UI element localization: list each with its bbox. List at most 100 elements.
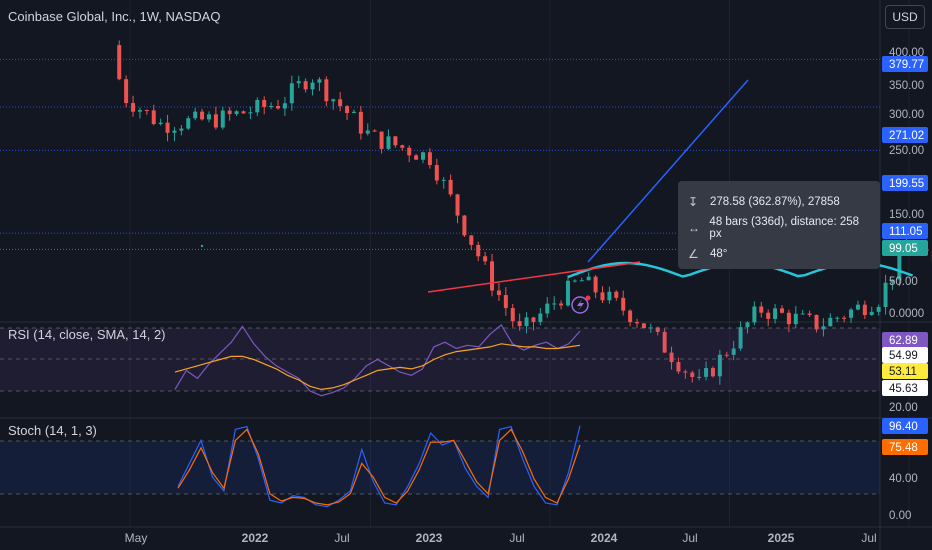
alert-dot	[585, 295, 591, 301]
angle-icon: ∠	[688, 247, 699, 261]
candle-body-34	[351, 111, 356, 113]
candle-body-9	[179, 128, 184, 131]
rsi-pane	[0, 323, 880, 397]
candle-body-28	[310, 82, 315, 90]
candle-body-100	[807, 313, 812, 315]
candle-body-21	[262, 99, 267, 107]
candle-body-86	[710, 368, 715, 377]
candle-body-65	[565, 280, 570, 306]
stoch-label-0: 96.40	[889, 421, 918, 433]
candle-body-26	[296, 81, 301, 84]
rsi-label-box-2	[882, 363, 928, 379]
candle-body-110	[876, 307, 881, 312]
candle-body-33	[345, 106, 350, 113]
candle-body-52	[476, 244, 481, 257]
candle-body-83	[690, 372, 695, 378]
candle-body-48	[448, 179, 453, 195]
candle-body-31	[331, 99, 336, 102]
price-label-1: 271.02	[889, 130, 924, 142]
rsi-line	[174, 323, 581, 397]
candle-body-37	[372, 130, 377, 132]
candle-body-60	[531, 317, 536, 322]
candle-body-95	[773, 308, 778, 319]
candle-body-73	[621, 297, 626, 311]
candle-body-1	[124, 79, 129, 104]
stoch-band	[0, 441, 880, 494]
candle-body-7	[165, 122, 170, 133]
time-tick-1: 2022	[242, 531, 269, 545]
candle-body-108	[862, 304, 867, 316]
price-label-box-1	[882, 127, 928, 143]
candle-body-12	[200, 111, 205, 120]
symbol-title: Coinbase Global, Inc., 1W, NASDAQ	[8, 9, 221, 24]
candle-body-22	[269, 105, 274, 107]
stoch-pane	[0, 425, 880, 508]
rsi-label-box-0	[882, 332, 928, 348]
price-candles	[117, 40, 932, 385]
candle-body-61	[538, 313, 543, 322]
candle-body-44	[420, 152, 425, 160]
tooltip-row-price: ↧ 278.58 (362.87%), 27858	[688, 189, 870, 215]
support-line	[427, 261, 641, 293]
rsi-tick-0: 20.00	[889, 402, 918, 414]
stoch-d-line	[177, 428, 581, 506]
candle-body-58	[517, 321, 522, 327]
candle-body-82	[683, 371, 688, 373]
candle-body-18	[241, 111, 246, 114]
candle-body-0	[117, 45, 122, 80]
candle-body-90	[738, 327, 743, 349]
candle-body-16	[227, 110, 232, 115]
time-tick-4: Jul	[509, 531, 524, 545]
candle-body-67	[579, 280, 584, 282]
measure-tooltip: ↧ 278.58 (362.87%), 27858 ↔ 48 bars (336…	[678, 181, 880, 269]
stoch-tick-1: 0.00	[889, 510, 911, 522]
candle-body-42	[407, 147, 412, 156]
candle-body-66	[572, 280, 577, 282]
candle-body-57	[510, 308, 515, 322]
candle-body-27	[303, 81, 308, 90]
price-label-2: 199.55	[889, 178, 924, 190]
candle-body-81	[676, 362, 681, 372]
candle-body-91	[745, 322, 750, 328]
candle-body-93	[759, 306, 764, 313]
price-label-3: 111.05	[889, 226, 922, 238]
stoch-label-1: 75.48	[889, 442, 918, 454]
time-tick-0: May	[125, 531, 148, 545]
candle-body-94	[766, 312, 771, 319]
price-tick-1: 350.00	[889, 80, 924, 92]
candle-body-39	[386, 136, 391, 149]
candle-body-24	[282, 103, 287, 109]
stoch-legend: Stoch (14, 1, 3)	[8, 423, 97, 438]
tooltip-bars: 48 bars (336d), distance: 258 px	[709, 216, 860, 240]
candle-body-49	[455, 194, 460, 216]
candle-body-63	[552, 303, 557, 305]
rsi-legend: RSI (14, close, SMA, 14, 2)	[8, 327, 166, 342]
candle-body-36	[365, 130, 370, 134]
candle-body-112	[890, 279, 895, 283]
candle-body-111	[883, 282, 888, 308]
candle-body-70	[600, 292, 605, 301]
candle-body-76	[641, 323, 646, 329]
rsi-label-2: 53.11	[889, 366, 917, 378]
candle-body-10	[186, 118, 191, 129]
candle-body-102	[821, 326, 826, 330]
currency-button[interactable]: USD	[885, 5, 925, 29]
candle-body-85	[704, 368, 709, 377]
price-label-0: 379.77	[889, 59, 924, 71]
candle-body-87	[717, 354, 722, 377]
candle-body-103	[828, 317, 833, 327]
candle-body-29	[317, 79, 322, 83]
candle-body-109	[869, 311, 874, 316]
candle-body-25	[289, 83, 294, 104]
candle-body-6	[158, 122, 163, 125]
price-tick-2: 300.00	[889, 109, 924, 121]
candle-body-53	[483, 256, 488, 262]
candle-body-3	[137, 110, 142, 112]
rsi-label-1: 54.99	[889, 350, 918, 362]
candle-body-20	[255, 99, 260, 113]
candle-body-13	[206, 114, 211, 120]
rsi-label-3: 45.63	[889, 383, 918, 395]
tooltip-price-change: 278.58 (362.87%), 27858	[710, 196, 840, 208]
